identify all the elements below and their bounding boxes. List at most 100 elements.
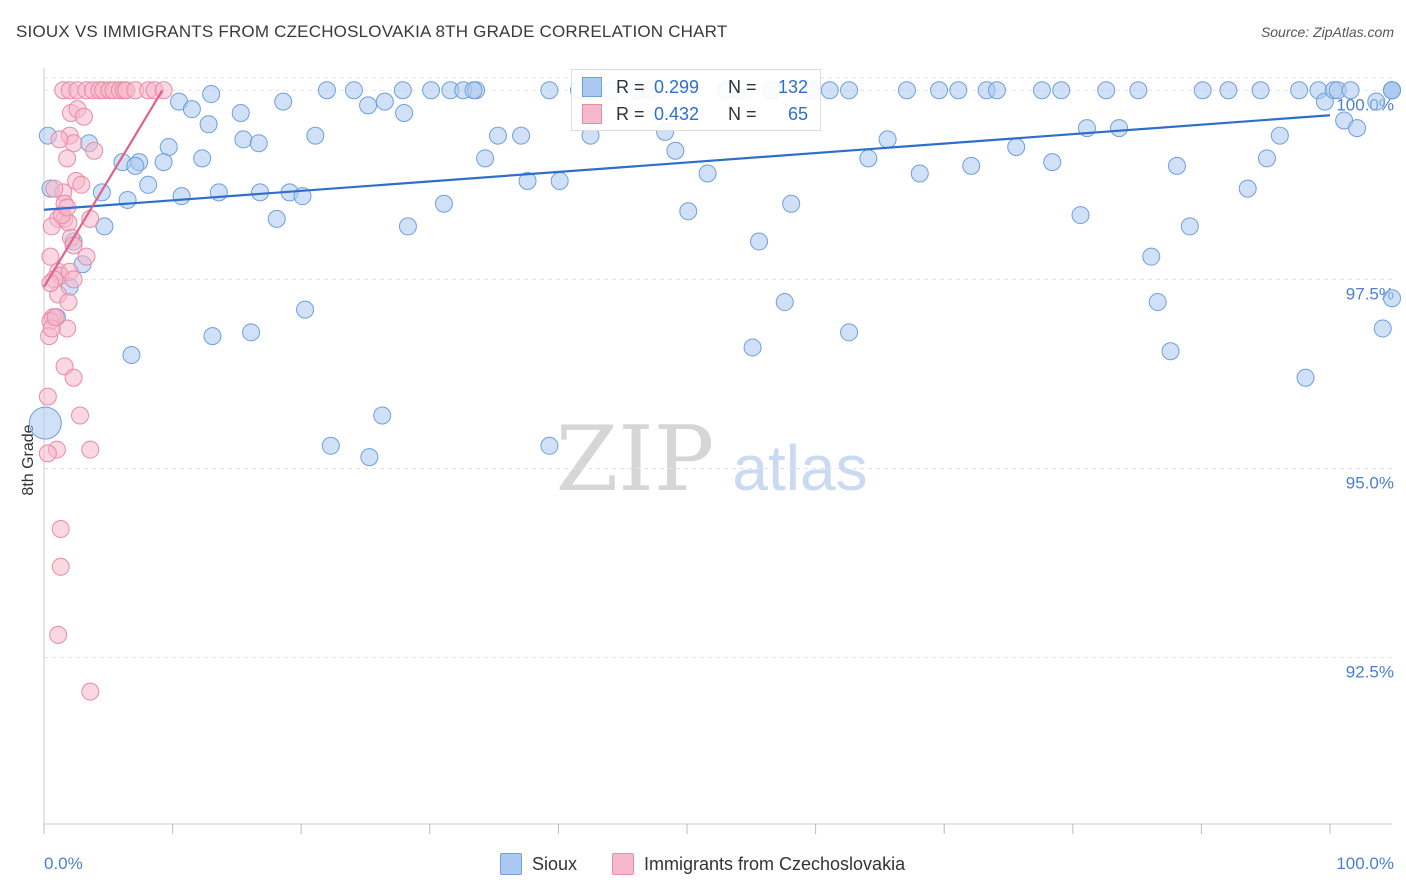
chart-title: SIOUX VS IMMIGRANTS FROM CZECHOSLOVAKIA … <box>16 22 728 41</box>
y-tick-label: 95.0% <box>1346 473 1394 492</box>
sioux-point <box>1373 319 1392 338</box>
sioux-point <box>1167 156 1186 175</box>
czech-point <box>64 270 83 289</box>
czech-point <box>46 308 65 327</box>
sioux-point <box>962 156 981 175</box>
sioux-point <box>775 293 794 312</box>
sioux-point <box>1043 153 1062 172</box>
sioux-point <box>422 81 441 100</box>
sioux-point <box>95 217 114 236</box>
sioux-point <box>1257 149 1276 168</box>
sioux-point <box>540 81 559 100</box>
n-label: N = <box>728 103 757 124</box>
sioux-point <box>1110 119 1129 138</box>
czech-point <box>49 625 68 644</box>
sioux-point <box>159 137 178 156</box>
sioux-point <box>1148 293 1167 312</box>
sioux-point <box>1219 81 1238 100</box>
sioux-point <box>1290 81 1309 100</box>
sioux-point <box>476 149 495 168</box>
sioux-point <box>274 92 293 111</box>
sioux-point <box>234 130 253 149</box>
sioux-point <box>306 126 325 145</box>
czech-point <box>51 519 70 538</box>
sioux-point <box>1193 81 1212 100</box>
legend-item-sioux[interactable]: Sioux <box>500 853 577 875</box>
r-label: R = <box>616 76 645 97</box>
czech-point <box>45 179 64 198</box>
czech-swatch <box>582 104 602 124</box>
sioux-point <box>1032 81 1051 100</box>
sioux-point <box>1097 81 1116 100</box>
czech-point <box>38 387 57 406</box>
sioux-point <box>987 81 1006 100</box>
sioux-point <box>199 115 218 134</box>
legend-item-czech[interactable]: Immigrants from Czechoslovakia <box>612 853 905 875</box>
sioux-point <box>1348 119 1367 138</box>
czech-point <box>72 175 91 194</box>
r-label: R = <box>616 103 645 124</box>
sioux-point <box>398 217 417 236</box>
sioux-point <box>242 323 261 342</box>
sioux-point <box>375 92 394 111</box>
sioux-point <box>1341 81 1360 100</box>
x-tick-label: 0.0% <box>44 854 83 873</box>
sioux-point <box>1296 368 1315 387</box>
sioux-point <box>126 156 145 175</box>
sioux-point <box>464 81 483 100</box>
sioux-point <box>434 194 453 213</box>
sioux-point <box>172 187 191 206</box>
czech-point <box>58 149 77 168</box>
sioux-point <box>118 190 137 209</box>
czech-trend-line <box>43 89 164 288</box>
sioux-point <box>743 338 762 357</box>
sioux-point <box>782 194 801 213</box>
legend-sioux-label: Sioux <box>532 853 578 874</box>
y-axis-label: 8th Grade <box>20 424 37 495</box>
x-tick-label: 100.0% <box>1336 854 1394 873</box>
y-tick-label: 92.5% <box>1346 663 1394 682</box>
legend-czech-swatch <box>612 853 634 875</box>
stats-row-czech: R = 0.432 N = 65 <box>582 102 808 126</box>
sioux-point <box>154 153 173 172</box>
czech-point <box>77 247 96 266</box>
sioux-point <box>550 172 569 191</box>
sioux-point <box>1238 179 1257 198</box>
sioux-point <box>373 406 392 425</box>
sioux-point <box>1071 206 1090 225</box>
sioux-point <box>393 81 412 100</box>
sioux-point <box>750 232 769 251</box>
sioux-point <box>897 81 916 100</box>
czech-series <box>38 81 173 701</box>
sioux-point <box>820 81 839 100</box>
czech-point <box>51 557 70 576</box>
czech-point <box>59 293 78 312</box>
sioux-point <box>296 300 315 319</box>
czech-n-value: 65 <box>787 103 808 124</box>
sioux-point <box>139 175 158 194</box>
sioux-point <box>321 436 340 455</box>
legend-czech-label: Immigrants from Czechoslovakia <box>644 853 906 874</box>
sioux-point <box>1052 81 1071 100</box>
sioux-series <box>28 81 1401 467</box>
sioux-point <box>231 103 250 122</box>
sioux-point <box>28 406 62 440</box>
czech-point <box>71 406 90 425</box>
sioux-r-value: 0.299 <box>654 76 700 97</box>
sioux-point <box>1270 126 1289 145</box>
sioux-point <box>1383 289 1401 308</box>
sioux-point <box>202 85 221 104</box>
sioux-point <box>666 141 685 160</box>
sioux-point <box>878 130 897 149</box>
sioux-point <box>249 134 268 153</box>
sioux-point <box>840 81 859 100</box>
sioux-point <box>488 126 507 145</box>
czech-point <box>42 217 61 236</box>
sioux-point <box>182 100 201 119</box>
sioux-trend-line <box>43 114 1331 211</box>
sioux-point <box>395 103 414 122</box>
sioux-n-value: 132 <box>777 76 808 97</box>
sioux-point <box>859 149 878 168</box>
czech-point <box>64 368 83 387</box>
